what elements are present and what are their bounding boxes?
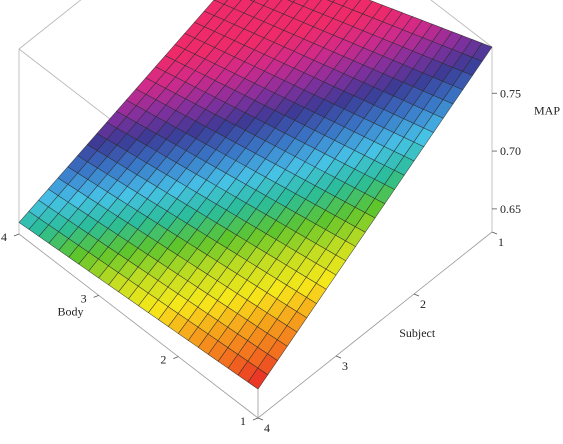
map-tick-label: 0.65 — [500, 202, 521, 216]
subject-tick-label: 1 — [498, 235, 504, 249]
map-tick-label: 0.75 — [500, 86, 521, 100]
map-axis-label: MAP — [534, 104, 560, 118]
body-tick-mark — [13, 233, 20, 237]
body-tick-label: 1 — [240, 414, 246, 428]
surface-cell — [247, 367, 269, 390]
body-axis-label: Body — [58, 305, 84, 319]
subject-tick-mark — [257, 417, 264, 421]
surface-mesh — [18, 0, 493, 390]
body-tick-mark — [93, 294, 99, 298]
body-tick-label: 4 — [1, 230, 7, 244]
body-tick-label: 3 — [81, 291, 87, 305]
subject-tick-label: 3 — [342, 359, 348, 373]
subject-tick-mark — [413, 293, 420, 297]
body-tick-mark — [252, 417, 259, 421]
subject-tick-label: 2 — [420, 297, 426, 311]
map-tick-label: 0.70 — [500, 144, 521, 158]
subject-tick-mark — [491, 231, 498, 235]
subject-tick-label: 4 — [264, 421, 270, 435]
axes-group: 1 2 3 4 Body 1 2 3 4 Subject 0.65 0.70 0.75 MAP — [1, 86, 560, 435]
body-tick-mark — [173, 356, 179, 360]
subject-axis-label: Subject — [399, 326, 436, 340]
subject-tick-mark — [335, 355, 342, 359]
body-tick-label: 2 — [160, 353, 166, 367]
